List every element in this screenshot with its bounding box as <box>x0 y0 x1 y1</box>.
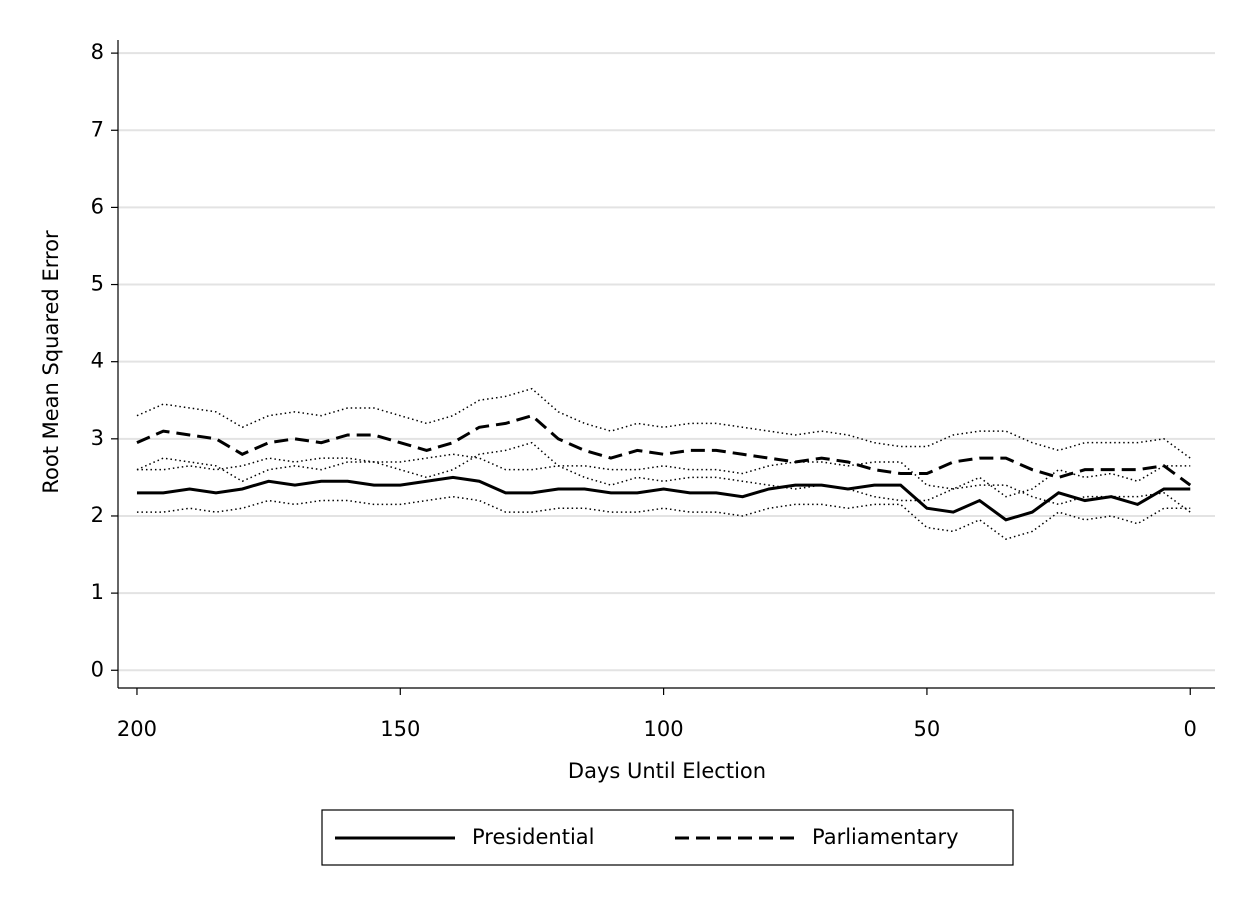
legend-box <box>321 809 1014 866</box>
y-tick-label: 3 <box>91 426 104 450</box>
x-tick-label: 100 <box>644 717 684 741</box>
y-axis-label: Root Mean Squared Error <box>39 230 63 494</box>
x-tick-label: 0 <box>1184 717 1197 741</box>
y-tick-label: 7 <box>91 117 104 141</box>
confidence-band <box>136 441 1191 513</box>
y-tick-label: 8 <box>91 40 104 64</box>
y-tick-label: 5 <box>91 272 104 296</box>
series-line <box>136 414 1192 487</box>
y-tick-label: 0 <box>91 657 104 681</box>
y-tick-label: 4 <box>91 349 104 373</box>
x-axis-label: Days Until Election <box>568 759 766 783</box>
confidence-band <box>136 453 1191 498</box>
legend-label: Presidential <box>472 825 595 849</box>
series-line <box>136 475 1191 522</box>
confidence-band <box>136 387 1191 459</box>
x-tick-label: 50 <box>914 717 941 741</box>
x-tick-label: 200 <box>117 717 157 741</box>
y-tick-label: 1 <box>91 580 104 604</box>
legend-label: Parliamentary <box>812 825 959 849</box>
confidence-band <box>136 495 1191 540</box>
y-tick-label: 6 <box>91 194 104 218</box>
y-tick-label: 2 <box>91 503 104 527</box>
x-tick-label: 150 <box>380 717 420 741</box>
